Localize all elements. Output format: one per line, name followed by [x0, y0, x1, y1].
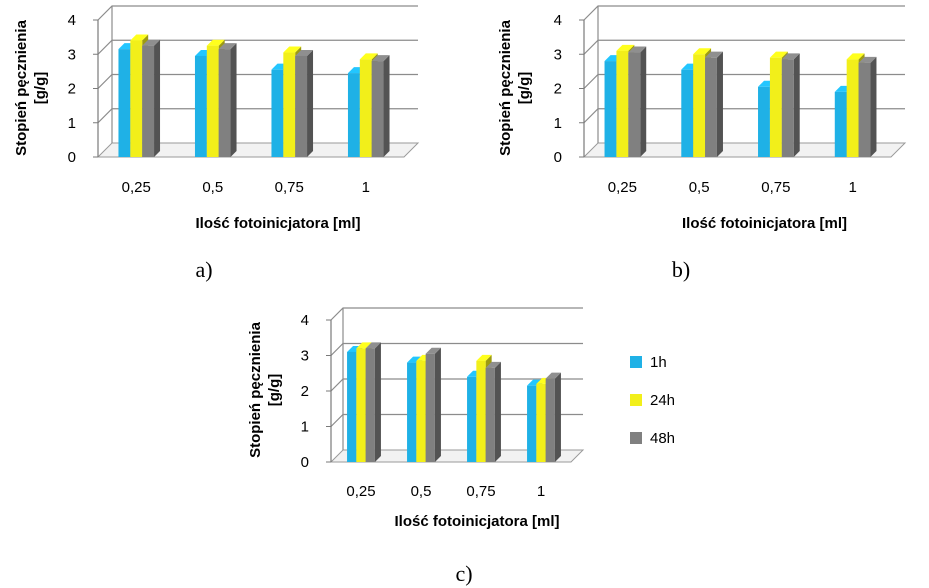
legend: 1h 24h 48h	[630, 354, 675, 447]
x-tick-label: 0,5	[411, 483, 432, 500]
x-tick-label: 0,25	[122, 179, 151, 196]
gridline	[330, 307, 583, 321]
chart-panel-c: 0 1 2 3 4 0,25 0,5 0,75 1 Ilość fotoinicjatora [m…	[247, 307, 675, 586]
y-tick-label: 0	[554, 149, 562, 166]
panel-label: a)	[195, 257, 212, 282]
x-tick-label: 0,75	[761, 179, 790, 196]
x-tick-label: 0,75	[275, 179, 304, 196]
chart-panel-b: 0 1 2 3 4 0,25 0,5 0,75 1 Ilość fotoinicjatora [m…	[497, 5, 907, 282]
bar-48h-0,5	[705, 51, 723, 157]
y-tick-label: 3	[68, 46, 76, 63]
bar-48h-1	[858, 56, 877, 157]
x-tick-label: 1	[848, 179, 856, 196]
y-tick-label: 4	[301, 312, 309, 329]
x-tick-label: 0,5	[202, 179, 223, 196]
x-tick-label: 0,75	[466, 483, 495, 500]
x-axis-title: Ilość fotoinicjatora [ml]	[682, 215, 847, 232]
bar-48h-0,5	[425, 347, 441, 462]
gridline	[583, 5, 905, 21]
bar-48h-0,75	[295, 49, 314, 157]
y-tick-label: 4	[554, 12, 562, 29]
y-tick-label: 3	[301, 348, 309, 365]
y-tick-label: 0	[301, 454, 309, 471]
y-tick-label: 4	[68, 12, 76, 29]
y-tick-label: 2	[554, 81, 562, 98]
x-tick-label: 0,25	[608, 179, 637, 196]
x-tick-label: 1	[362, 179, 370, 196]
legend-swatch-48h	[630, 432, 642, 444]
y-axis-title: Stopień pęcznienia [g/g]	[247, 321, 283, 458]
y-tick-label: 1	[301, 419, 309, 436]
bar-48h-0,25	[365, 342, 381, 462]
y-tick-label: 0	[68, 149, 76, 166]
y-tick-label: 3	[554, 46, 562, 63]
legend-label-1h: 1h	[650, 354, 667, 371]
y-axis-title: Stopień pęcznienia [g/g]	[497, 19, 533, 156]
bar-48h-0,5	[218, 43, 237, 157]
bar-48h-0,75	[485, 361, 501, 462]
x-axis-title: Ilość fotoinicjatora [ml]	[394, 513, 559, 530]
x-tick-label: 0,5	[689, 179, 710, 196]
panel-label: b)	[672, 257, 690, 282]
y-tick-label: 1	[554, 115, 562, 132]
bar-48h-0,75	[781, 53, 800, 158]
x-tick-label: 0,25	[346, 483, 375, 500]
y-tick-label: 2	[68, 81, 76, 98]
y-axis-title: Stopień pęcznienia [g/g]	[13, 19, 49, 156]
y-tick-label: 1	[68, 115, 76, 132]
gridline	[97, 5, 418, 21]
y-tick-label: 2	[301, 383, 309, 400]
panel-label: c)	[455, 561, 472, 586]
legend-label-24h: 24h	[650, 392, 675, 409]
bar-48h-0,25	[628, 46, 647, 157]
legend-label-48h: 48h	[650, 430, 675, 447]
bar-48h-1	[545, 372, 561, 462]
legend-swatch-1h	[630, 356, 642, 368]
chart-panel-a: 0 1 2 3 4 0,25 0,5 0,75 1 Ilość fotoinicjatora [m…	[13, 5, 420, 282]
x-tick-label: 1	[537, 483, 545, 500]
x-axis-title: Ilość fotoinicjatora [ml]	[195, 215, 360, 232]
bar-48h-0,25	[142, 39, 161, 157]
legend-swatch-24h	[630, 394, 642, 406]
bar-48h-1	[371, 55, 390, 157]
